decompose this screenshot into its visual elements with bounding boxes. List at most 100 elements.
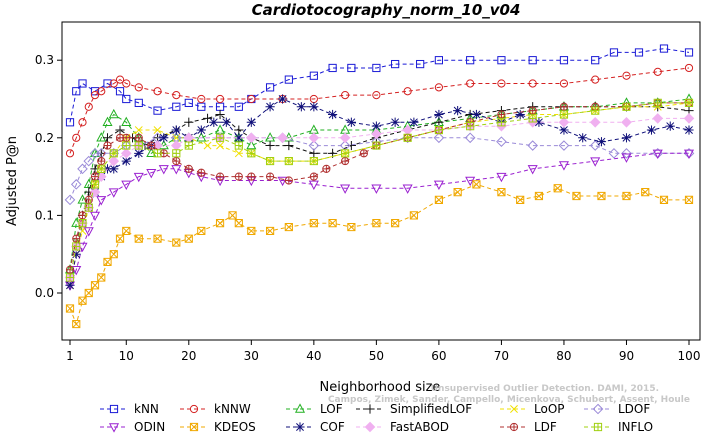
data-point-loop: [203, 141, 212, 150]
data-point-kdeos: [134, 234, 143, 243]
data-point-knnw: [215, 94, 225, 104]
x-tick-label: 60: [431, 349, 446, 363]
data-point-ldf: [72, 234, 81, 243]
data-point-odin: [146, 169, 157, 179]
data-point-fastabod: [277, 132, 288, 144]
data-point-cof: [134, 148, 144, 158]
data-point-odin: [171, 165, 182, 175]
data-point-inflo: [497, 118, 506, 127]
data-point-simplifiedlof: [215, 109, 225, 120]
data-point-simplifiedlof: [184, 117, 194, 127]
data-point-cof: [159, 133, 169, 143]
data-point-kdeos: [65, 304, 75, 313]
data-point-ldof: [589, 140, 601, 151]
data-point-knn: [234, 102, 243, 111]
data-point-cof: [265, 102, 275, 112]
legend-item-loop: LoOP: [500, 402, 565, 416]
data-point-kdeos: [684, 195, 694, 204]
legend-item-fastabod: FastABOD: [356, 420, 449, 434]
data-point-cof: [171, 125, 181, 135]
y-tick-label: 0.2: [35, 131, 54, 145]
data-point-fastabod: [120, 148, 132, 159]
data-point-inflo: [184, 141, 193, 150]
data-point-knnw: [109, 79, 118, 88]
data-point-fastabod: [371, 128, 382, 140]
legend-marker-ldf: [509, 422, 519, 432]
data-point-kdeos: [622, 191, 631, 201]
x-axis-label: Neighborhood size: [320, 380, 441, 395]
data-point-inflo: [403, 133, 412, 142]
data-point-knnw: [466, 79, 475, 88]
series-line-kdeos: [69, 183, 689, 326]
data-point-knn: [434, 56, 443, 65]
legend-label-kdeos: KDEOS: [214, 420, 256, 434]
x-tick-label: 80: [556, 349, 571, 363]
data-point-knnw: [591, 75, 600, 84]
data-point-odin: [71, 266, 82, 276]
data-point-odin: [340, 184, 351, 194]
legend-item-knnw: kNNW: [180, 402, 251, 416]
data-point-odin: [402, 184, 413, 194]
data-point-knnw: [84, 102, 93, 111]
data-point-ldf: [234, 172, 243, 181]
data-point-cof: [665, 121, 675, 131]
series-line-cof: [69, 98, 690, 286]
data-point-ldf: [215, 172, 225, 181]
data-point-knn: [284, 75, 293, 84]
data-point-lof: [96, 132, 107, 142]
x-tick-label: 1: [66, 349, 74, 363]
data-point-knnw: [134, 83, 143, 92]
data-point-ldof: [308, 140, 320, 151]
data-point-ldf: [65, 265, 75, 274]
series-inflo: [65, 98, 694, 282]
legend-item-cof: COF: [286, 420, 345, 434]
legend-label-knnw: kNNW: [214, 402, 251, 416]
data-point-kdeos: [265, 226, 275, 236]
data-point-knn: [265, 83, 275, 92]
data-point-cof: [578, 133, 588, 143]
legend-marker-cof: [295, 422, 305, 432]
data-point-inflo: [622, 102, 631, 111]
data-point-kdeos: [534, 191, 544, 201]
data-point-knn: [197, 102, 206, 111]
data-point-knnw: [115, 75, 125, 84]
data-point-knnw: [78, 118, 87, 127]
legend-marker-inflo: [593, 422, 603, 432]
data-point-lof: [246, 139, 257, 150]
data-point-knn: [591, 56, 600, 65]
data-point-fastabod: [308, 132, 320, 144]
data-point-lof: [121, 116, 132, 126]
data-point-ldf: [97, 156, 106, 166]
legend-label-inflo: INFLO: [618, 420, 653, 434]
data-point-cof: [596, 137, 607, 147]
legend-item-lof: LOF: [286, 402, 343, 416]
data-point-loop: [234, 149, 243, 158]
data-point-inflo: [247, 149, 256, 158]
data-point-cof: [434, 109, 444, 120]
data-point-lof: [215, 124, 226, 134]
legend-item-knn: kNN: [100, 402, 159, 416]
data-point-lof: [308, 124, 319, 134]
data-point-kdeos: [234, 219, 243, 228]
data-point-kdeos: [90, 281, 100, 290]
data-point-knn: [184, 98, 193, 107]
data-point-ldof: [433, 132, 445, 144]
data-point-fastabod: [246, 132, 257, 144]
data-point-fastabod: [89, 186, 101, 198]
data-point-knnw: [65, 149, 75, 158]
data-point-knn: [347, 63, 356, 73]
data-point-knnw: [72, 133, 81, 142]
legend-marker-kdeos: [189, 422, 199, 432]
data-point-cof: [71, 249, 81, 259]
data-point-knnw: [559, 79, 569, 88]
data-point-kdeos: [103, 257, 112, 267]
data-point-knnw: [403, 87, 412, 96]
data-point-inflo: [372, 141, 381, 150]
data-point-knnw: [341, 91, 350, 100]
data-point-cof: [371, 121, 381, 131]
data-point-cof: [209, 117, 219, 127]
data-point-ldf: [147, 141, 156, 150]
data-point-ldof: [496, 136, 507, 147]
data-point-ldof: [527, 140, 538, 151]
